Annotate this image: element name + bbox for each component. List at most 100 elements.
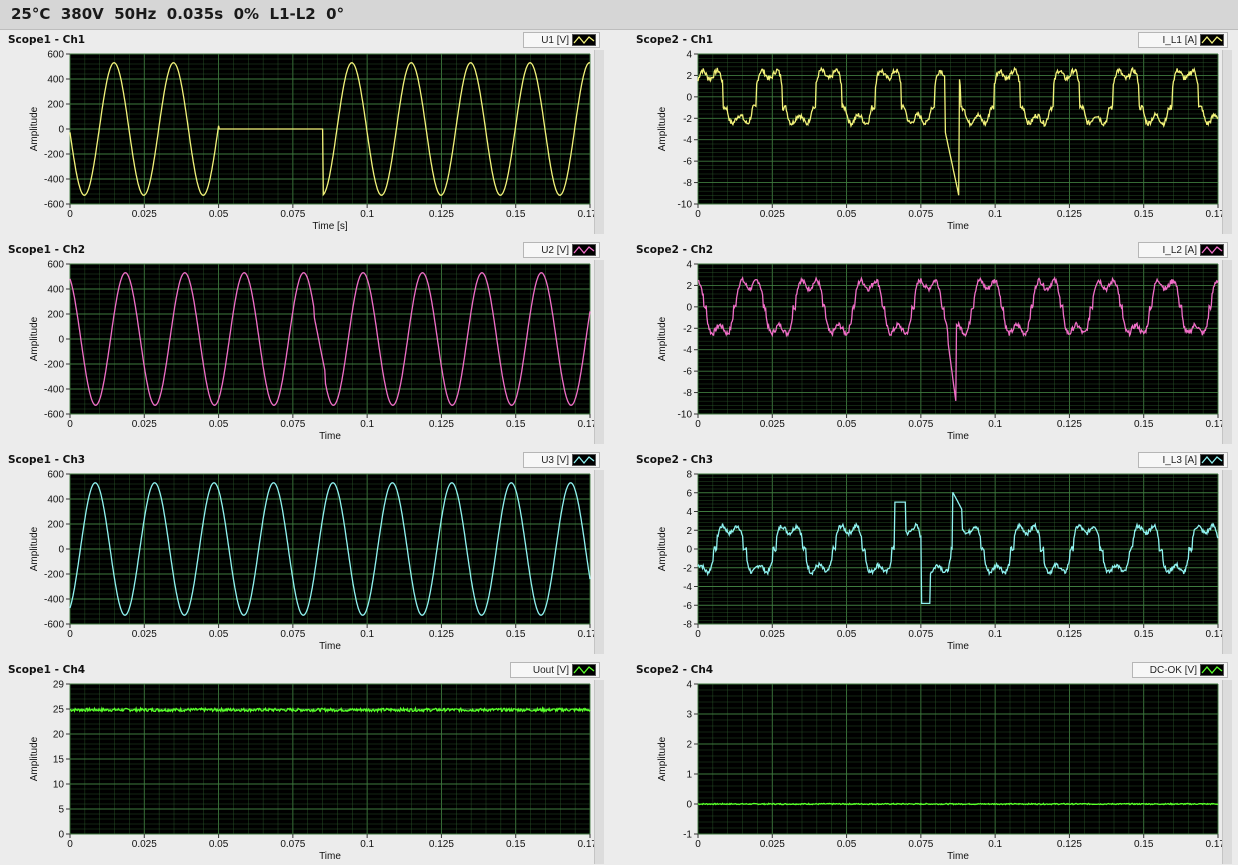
waveform-swatch-icon[interactable] — [571, 454, 596, 466]
y-tick-label: 2 — [686, 740, 692, 751]
scope-panel-s1c2: Scope1 - Ch2 U2 [V] 600 400 200 0 -200 -400 -600… — [0, 240, 616, 444]
y-tick-label: -200 — [44, 150, 64, 161]
y-tick-label: 0 — [686, 545, 692, 556]
y-tick-label: -600 — [44, 410, 64, 421]
scope-title: Scope1 - Ch4 — [8, 664, 86, 676]
waveform-swatch-icon[interactable] — [571, 664, 596, 676]
waveform-trace — [69, 705, 591, 714]
waveform-swatch-icon[interactable] — [1199, 664, 1224, 676]
x-tick-label: 0.025 — [760, 209, 785, 220]
x-axis-label: Time — [947, 221, 969, 232]
x-tick-label: 0 — [695, 209, 701, 220]
x-tick-label: 0.175 — [1205, 839, 1230, 850]
x-tick-label: 0.075 — [908, 419, 933, 430]
plot-legend[interactable]: Uout [V] — [510, 662, 600, 678]
scope-title: Scope1 - Ch3 — [8, 454, 86, 466]
scope-panel-s1c4: Scope1 - Ch4 Uout [V] 29 25 20 15 10 5 0 0 0.025 0.… — [0, 660, 616, 864]
scope-title: Scope2 - Ch3 — [636, 454, 714, 466]
plot-legend[interactable]: I_L1 [A] — [1138, 32, 1228, 48]
x-tick-label: 0.025 — [132, 629, 157, 640]
scope-chart-s1c4[interactable]: 29 25 20 15 10 5 00 0.025 0.05 0.075 0.1 0.125 0.15 0… — [0, 660, 604, 864]
y-axis-label: Amplitude — [29, 736, 40, 781]
panel-scrollbar[interactable] — [594, 260, 604, 444]
x-tick-label: 0.05 — [837, 839, 857, 850]
x-axis-label: Time [s] — [312, 221, 347, 232]
scope-panel-s2c3: Scope2 - Ch3 I_L3 [A] 8 6 4 2 0 -2 -4 -6 -8 0 0.025 0… — [628, 450, 1238, 654]
scope-panel-s1c3: Scope1 - Ch3 U3 [V] 600 400 200 0 -200 -400 -600… — [0, 450, 616, 654]
y-tick-label: -2 — [683, 114, 692, 125]
plot-legend[interactable]: U2 [V] — [522, 242, 600, 258]
x-tick-label: 0.125 — [1057, 629, 1082, 640]
scope-title: Scope2 - Ch4 — [636, 664, 714, 676]
x-axis-label: Time — [947, 431, 969, 442]
y-axis-label: Amplitude — [657, 106, 668, 151]
waveform-swatch-icon[interactable] — [1199, 454, 1224, 466]
x-tick-label: 0.05 — [837, 209, 857, 220]
panel-scrollbar[interactable] — [1222, 680, 1232, 864]
y-tick-label: -600 — [44, 620, 64, 631]
legend-label: U2 [V] — [541, 245, 569, 256]
y-tick-label: -200 — [44, 360, 64, 371]
x-axis-label: Time — [947, 851, 969, 862]
waveform-swatch-icon[interactable] — [1199, 244, 1224, 256]
x-tick-label: 0.15 — [506, 209, 526, 220]
x-tick-label: 0.125 — [429, 839, 454, 850]
y-axis-label: Amplitude — [657, 316, 668, 361]
legend-label: Uout [V] — [532, 665, 569, 676]
waveform-swatch-icon[interactable] — [1199, 34, 1224, 46]
x-tick-label: 0.175 — [577, 209, 602, 220]
waveform-trace — [697, 802, 1219, 806]
x-tick-label: 0.175 — [1205, 209, 1230, 220]
y-tick-label: -8 — [683, 388, 692, 399]
plot-legend[interactable]: I_L2 [A] — [1138, 242, 1228, 258]
panel-scrollbar[interactable] — [594, 470, 604, 654]
x-tick-label: 0.125 — [1057, 419, 1082, 430]
scope-panel-s1c1: Scope1 - Ch1 U1 [V] 600 400 200 0 -200 -400 -600… — [0, 30, 616, 234]
x-tick-label: 0.1 — [988, 419, 1002, 430]
scope-chart-s2c2[interactable]: 420-2-4-6-8-100 0.025 0.05 0.075 0.1 0.125 0.1… — [628, 240, 1232, 444]
panel-scrollbar[interactable] — [594, 50, 604, 234]
panel-scrollbar[interactable] — [1222, 260, 1232, 444]
y-tick-label: 400 — [47, 75, 64, 86]
x-tick-label: 0.175 — [577, 629, 602, 640]
y-tick-label: -4 — [683, 345, 692, 356]
y-tick-label: -2 — [683, 324, 692, 335]
panel-scrollbar[interactable] — [1222, 470, 1232, 654]
scope-title: Scope2 - Ch1 — [636, 34, 714, 46]
waveform-swatch-icon[interactable] — [571, 34, 596, 46]
legend-label: DC-OK [V] — [1149, 665, 1197, 676]
waveform-swatch-icon[interactable] — [571, 244, 596, 256]
panel-scrollbar[interactable] — [594, 680, 604, 864]
panel-scrollbar[interactable] — [1222, 50, 1232, 234]
x-tick-label: 0 — [695, 839, 701, 850]
scope-title: Scope2 - Ch2 — [636, 244, 714, 256]
scope-panel-s2c2: Scope2 - Ch2 I_L2 [A] 4 2 0 -2 -4 -6 -8 -10 0 0.025… — [628, 240, 1238, 444]
y-tick-label: 0 — [58, 545, 64, 556]
plot-legend[interactable]: U3 [V] — [522, 452, 600, 468]
y-axis-label: Amplitude — [29, 316, 40, 361]
y-tick-label: 5 — [58, 805, 64, 816]
x-tick-label: 0.05 — [209, 839, 229, 850]
plot-legend[interactable]: U1 [V] — [522, 32, 600, 48]
y-tick-label: 4 — [686, 680, 692, 691]
y-axis-label: Amplitude — [29, 106, 40, 151]
y-tick-label: 25 — [53, 705, 65, 716]
scope-chart-s2c1[interactable]: 420-2-4-6-8-100 0.025 0.05 0.075 0.1 0.125 0.1… — [628, 30, 1232, 234]
y-tick-label: 200 — [47, 520, 64, 531]
x-tick-label: 0.025 — [132, 839, 157, 850]
x-tick-label: 0.15 — [1134, 209, 1154, 220]
x-tick-label: 0.1 — [988, 209, 1002, 220]
plot-legend[interactable]: DC-OK [V] — [1132, 662, 1228, 678]
y-tick-label: 15 — [53, 755, 65, 766]
x-tick-label: 0.125 — [429, 419, 454, 430]
plot-grid — [69, 53, 591, 205]
y-tick-label: 6 — [686, 488, 692, 499]
x-tick-label: 0.15 — [506, 629, 526, 640]
plot-legend[interactable]: I_L3 [A] — [1138, 452, 1228, 468]
x-tick-label: 0.125 — [1057, 209, 1082, 220]
